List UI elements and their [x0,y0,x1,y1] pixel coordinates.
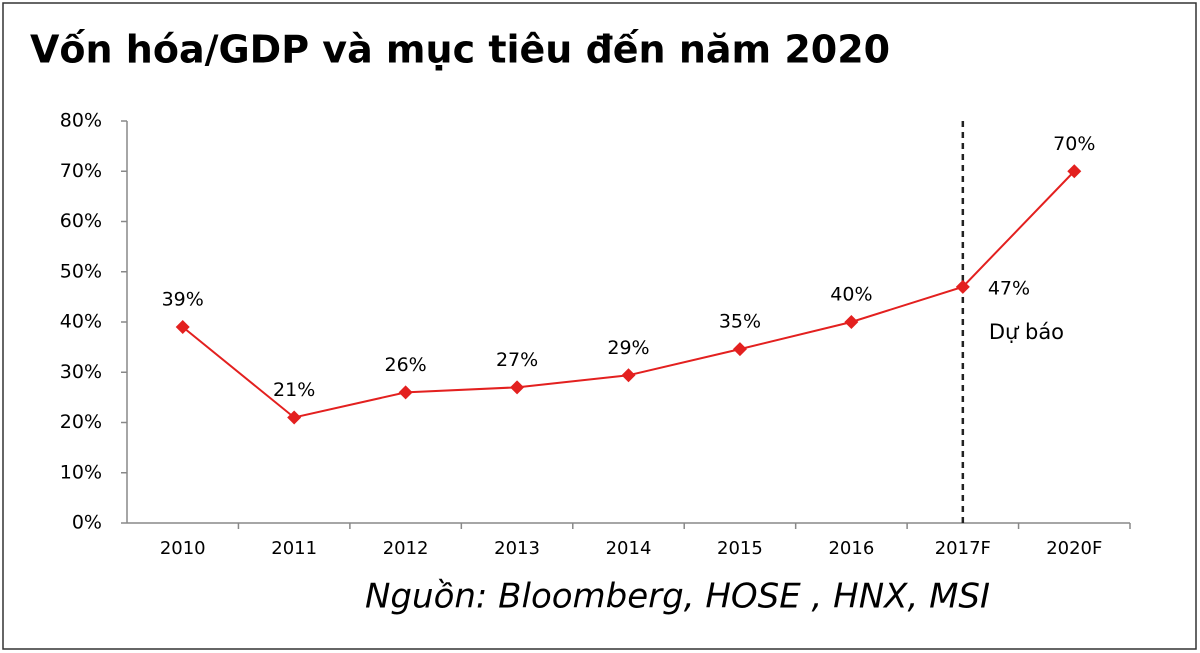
data-point [175,320,190,335]
y-tick-label: 60% [60,210,102,232]
data-label: 26% [384,354,426,376]
data-label: 29% [607,337,649,359]
data-point [287,410,302,425]
x-tick-label: 2013 [494,538,540,559]
data-point [955,279,970,294]
data-label: 40% [830,284,872,306]
data-point [844,315,859,329]
y-tick-label: 20% [60,411,102,433]
x-tick-label: 2020F [1046,538,1102,559]
x-tick-label: 2012 [383,538,429,559]
data-label: 27% [496,349,538,371]
source-note: Nguồn: Bloomberg, HOSE , HNX, MSI [365,577,990,617]
data-label: 35% [719,311,761,333]
data-label: 39% [162,289,204,311]
data-point [732,342,747,357]
y-tick-label: 80% [60,110,102,132]
data-label: 70% [1053,133,1095,155]
x-tick-label: 2017F [935,538,991,559]
y-tick-label: 40% [60,311,102,333]
y-tick-label: 10% [60,461,102,483]
data-point [1067,164,1082,179]
x-tick-label: 2010 [160,538,206,559]
data-label: 47% [988,277,1030,299]
data-label: 21% [273,379,315,401]
data-point [398,385,413,400]
data-point [510,380,525,395]
x-tick-label: 2014 [606,538,652,559]
y-tick-label: 0% [72,512,102,534]
chart-title: Vốn hóa/GDP và mục tiêu đến năm 2020 [30,28,890,72]
y-tick-label: 50% [60,260,102,282]
y-tick-label: 30% [60,361,102,383]
x-tick-label: 2011 [271,538,317,559]
y-tick-label: 70% [60,160,102,182]
x-tick-label: 2015 [717,538,763,559]
x-tick-label: 2016 [828,538,874,559]
data-point [621,368,636,383]
annotation: Dự báo [989,320,1064,344]
